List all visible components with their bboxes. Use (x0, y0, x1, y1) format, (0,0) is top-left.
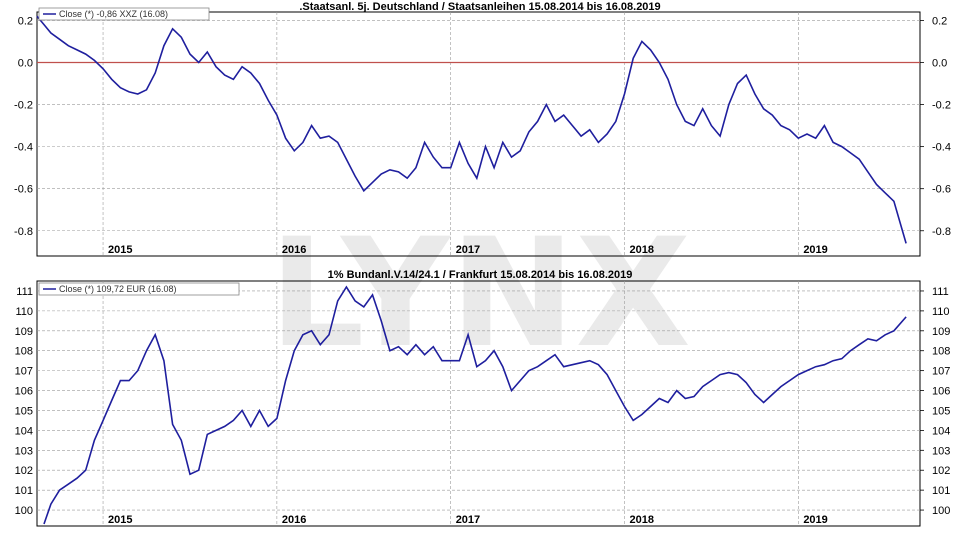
bottom-y-tick-label-right: 100 (932, 505, 950, 517)
top-y-tick-label-left: -0.4 (14, 142, 33, 154)
top-legend-box (38, 7, 210, 21)
bottom-panel: 1% Bundanl.V.14/24.1 / Frankfurt 15.08.2… (15, 269, 950, 527)
top-y-tick-label-right: -0.6 (932, 184, 951, 196)
bottom-x-tick-label: 2019 (803, 514, 827, 526)
bottom-y-ticks-right: 111 110 109 108 107 106 105 104 103 102 101 100 (920, 286, 950, 517)
top-legend-label: Close (*) -0,86 XXZ (16.08) (59, 9, 168, 19)
top-y-tick-label-left: 0.2 (18, 15, 33, 27)
bottom-y-tick-label-left: 104 (15, 425, 33, 437)
bottom-chart-title: 1% Bundanl.V.14/24.1 / Frankfurt 15.08.2… (328, 269, 633, 281)
top-plot-frame (36, 11, 921, 257)
bottom-y-tick-label-right: 106 (932, 386, 950, 398)
bottom-y-tick-label-left: 100 (15, 505, 33, 517)
top-x-tick-label: 2016 (282, 244, 306, 256)
bottom-y-tick-label-left: 106 (15, 386, 33, 398)
bottom-y-ticks-left: 111 110 109 108 107 106 105 104 103 102 101 100 (15, 286, 33, 517)
bottom-legend-box (38, 282, 240, 296)
bottom-y-tick-label-left: 103 (15, 445, 33, 457)
bottom-x-tick-label: 2015 (108, 514, 132, 526)
bottom-y-tick-label-left: 110 (15, 306, 33, 318)
bottom-y-tick-label-right: 109 (932, 326, 950, 338)
bottom-y-tick-label-right: 105 (932, 405, 950, 417)
bottom-y-tick-label-right: 102 (932, 465, 950, 477)
bottom-x-tick-label: 2017 (456, 514, 480, 526)
bottom-y-tick-label-left: 101 (15, 485, 33, 497)
top-y-ticks-right: 0.2 0.0 -0.2 -0.4 -0.6 -0.8 (920, 15, 951, 238)
top-y-tick-label-left: -0.8 (14, 226, 33, 238)
top-x-tick-label: 2019 (803, 244, 827, 256)
top-chart-title: .Staatsanl. 5j. Deutschland / Staatsanle… (299, 1, 660, 13)
bottom-y-tick-label-right: 107 (932, 366, 950, 378)
top-series-line (36, 15, 907, 244)
bottom-y-tick-label-left: 111 (16, 286, 33, 298)
top-y-tick-label-right: -0.4 (932, 142, 951, 154)
bottom-y-tick-label-right: 101 (932, 485, 950, 497)
bottom-x-ticks: 2015 2016 2017 2018 2019 (108, 514, 828, 526)
top-x-ticks: 2015 2016 2017 2018 2019 (108, 244, 828, 256)
bottom-x-tick-label: 2016 (282, 514, 306, 526)
top-legend: Close (*) -0,86 XXZ (16.08) (38, 7, 210, 21)
top-x-tick-label: 2017 (456, 244, 480, 256)
watermark-text: LYNX (269, 207, 691, 381)
top-y-tick-label-right: -0.2 (932, 100, 951, 112)
top-y-tick-label-right: -0.8 (932, 226, 951, 238)
top-y-tick-label-right: 0.2 (932, 15, 947, 27)
bottom-y-tick-label-left: 102 (15, 465, 33, 477)
bottom-legend-label: Close (*) 109,72 EUR (16.08) (59, 284, 177, 294)
bottom-y-tick-label-right: 104 (932, 425, 950, 437)
bottom-legend: Close (*) 109,72 EUR (16.08) (38, 282, 240, 296)
bottom-y-tick-label-left: 107 (15, 366, 33, 378)
bottom-y-tick-label-right: 108 (932, 346, 950, 358)
bottom-plot-frame (36, 280, 921, 527)
top-panel: .Staatsanl. 5j. Deutschland / Staatsanle… (14, 1, 951, 257)
bottom-y-tick-label-right: 110 (932, 306, 950, 318)
bottom-y-tick-label-left: 108 (15, 346, 33, 358)
bottom-y-tick-label-left: 105 (15, 405, 33, 417)
bottom-x-tick-label: 2018 (630, 514, 654, 526)
top-x-tick-label: 2018 (630, 244, 654, 256)
bottom-series-line (43, 285, 907, 525)
top-x-tick-label: 2015 (108, 244, 132, 256)
bottom-y-tick-label-right: 103 (932, 445, 950, 457)
bottom-y-tick-label-left: 109 (15, 326, 33, 338)
bottom-y-tick-label-right: 111 (932, 286, 949, 298)
top-y-ticks-left: 0.2 0.0 -0.2 -0.4 -0.6 -0.8 (14, 15, 33, 237)
top-y-tick-label-left: -0.2 (14, 100, 33, 112)
top-y-tick-label-right: 0.0 (932, 57, 947, 69)
top-y-tick-label-left: -0.6 (14, 184, 33, 196)
top-y-tick-label-left: 0.0 (18, 57, 33, 69)
